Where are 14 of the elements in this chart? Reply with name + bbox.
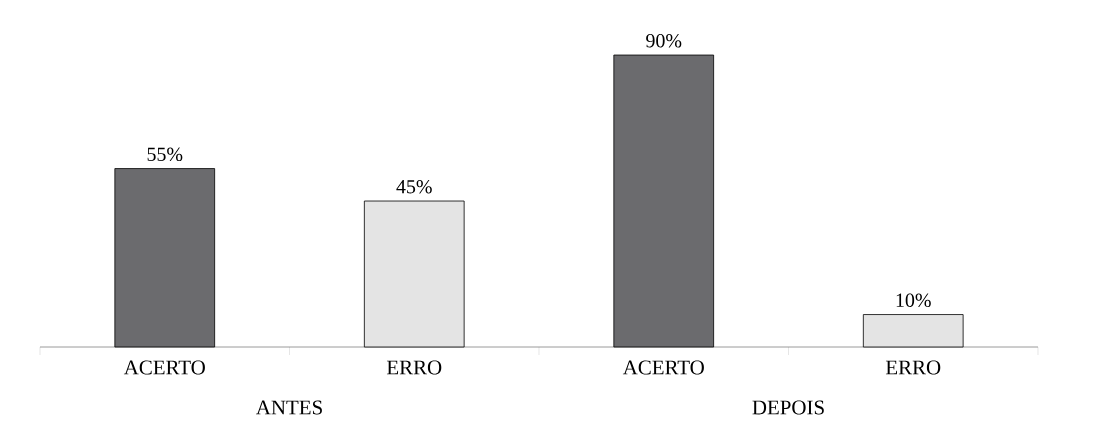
- x-tick-label: ERRO: [386, 360, 442, 375]
- data-label: 55%: [147, 147, 183, 162]
- x-tick-label: ERRO: [885, 360, 941, 375]
- data-label: 10%: [896, 293, 931, 308]
- bar: [613, 54, 715, 348]
- x-tick-label: ACERTO: [123, 360, 205, 375]
- data-label: 45%: [396, 179, 432, 194]
- bar: [363, 200, 465, 348]
- bar: [862, 314, 964, 348]
- bar: [114, 168, 216, 348]
- text: DEPOIS: [752, 400, 824, 415]
- data-label: 90%: [646, 34, 682, 48]
- x-tick-label: ACERTO: [622, 360, 704, 375]
- text: ANTES: [255, 400, 322, 415]
